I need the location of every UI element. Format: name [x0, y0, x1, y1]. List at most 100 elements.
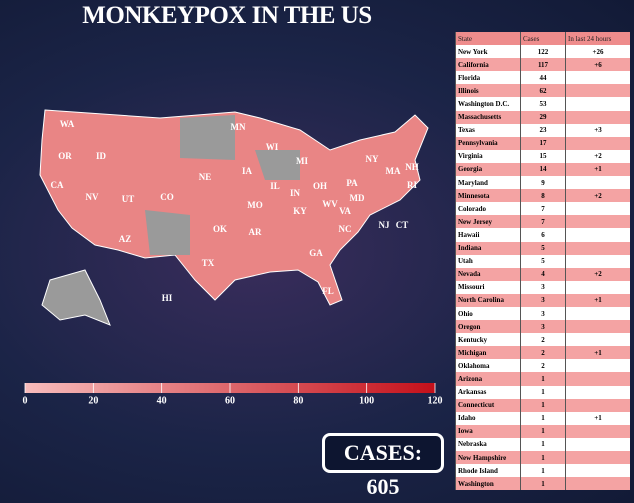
state-cell: Missouri	[455, 280, 521, 294]
state-cell: Nebraska	[455, 437, 521, 451]
table-row: Michigan 2 +1	[455, 346, 630, 360]
cases-cell: 7	[520, 202, 566, 216]
state-cell: Pennsylvania	[455, 136, 521, 150]
title: MONKEYPOX IN THE US	[82, 2, 372, 29]
state-cell: Maryland	[455, 176, 521, 190]
gray-states	[145, 115, 300, 255]
table-row: Rhode Island 1	[455, 464, 630, 478]
legend-tick-label: 40	[157, 395, 167, 406]
table-row: Missouri 3	[455, 280, 630, 294]
state-cell: Rhode Island	[455, 464, 521, 478]
table-row: Nevada 4 +2	[455, 267, 630, 281]
table-row: Virginia 15 +2	[455, 149, 630, 163]
state-label: MI	[296, 156, 308, 166]
change-cell	[565, 280, 630, 294]
state-label: IL	[270, 181, 280, 191]
table-row: New Jersey 7	[455, 215, 630, 229]
cases-cell: 9	[520, 176, 566, 190]
table-row: Oregon 3	[455, 320, 630, 334]
change-cell	[565, 176, 630, 190]
map: WA OR ID CA NV UT CO AZ MN WI MI IA NE IL IN OH PA NY MO OK…	[23, 110, 435, 406]
legend-tick-label: 0	[23, 395, 28, 406]
change-cell	[565, 71, 630, 85]
cases-cell: 17	[520, 136, 566, 150]
state-label: OH	[313, 181, 327, 191]
cases-cell: 62	[520, 84, 566, 98]
state-cell: Minnesota	[455, 189, 521, 203]
state-label: NH	[405, 162, 419, 172]
state-cell: Connecticut	[455, 398, 521, 412]
state-cell: Ohio	[455, 306, 521, 321]
state-cell: Washington	[455, 477, 521, 491]
change-cell	[565, 97, 630, 111]
state-cell: Georgia	[455, 162, 521, 177]
table-row: New York 122 +26	[455, 45, 630, 59]
state-label: OR	[58, 151, 72, 161]
change-cell	[565, 241, 630, 255]
state-cell: California	[455, 58, 521, 72]
cases-table: State Cases In last 24 hours New York 122…	[455, 32, 630, 491]
change-cell	[565, 451, 630, 465]
state-label: IA	[242, 166, 253, 176]
change-cell	[565, 385, 630, 399]
table-row: Georgia 14 +1	[455, 162, 630, 177]
change-cell: +3	[565, 123, 630, 137]
table-row: California 117 +6	[455, 58, 630, 72]
state-label: MA	[386, 166, 401, 176]
cases-cell: 3	[520, 320, 566, 334]
change-cell	[565, 84, 630, 98]
state-cell: New Jersey	[455, 215, 521, 229]
legend-tick-label: 80	[293, 395, 303, 406]
header-cell: Cases	[520, 32, 566, 46]
state-label: HI	[162, 293, 173, 303]
state-label: IN	[290, 188, 301, 198]
state-label: WI	[266, 142, 279, 152]
state-label: UT	[122, 194, 135, 204]
state-cell: Florida	[455, 71, 521, 85]
alaska	[41, 269, 111, 326]
table-header: State Cases In last 24 hours	[455, 32, 630, 46]
header-cell: In last 24 hours	[565, 32, 630, 46]
state-label: MO	[247, 200, 263, 210]
cases-cell: 5	[520, 254, 566, 268]
table-row: Washington D.C. 53	[455, 97, 630, 111]
table-row: Pennsylvania 17	[455, 136, 630, 150]
cases-cell: 3	[520, 306, 566, 321]
cases-cell: 8	[520, 189, 566, 203]
cases-cell: 5	[520, 241, 566, 255]
table-row: Florida 44	[455, 71, 630, 85]
table-row: Arizona 1	[455, 372, 630, 386]
table-row: Hawaii 6	[455, 228, 630, 242]
change-cell: +1	[565, 411, 630, 425]
legend-tick-label: 20	[88, 395, 98, 406]
state-label: OK	[213, 224, 227, 234]
table-row: Indiana 5	[455, 241, 630, 255]
cases-cell: 122	[520, 45, 566, 59]
cases-cell: 3	[520, 280, 566, 294]
state-cell: New York	[455, 45, 521, 59]
table-row: Illinois 62	[455, 84, 630, 98]
state-label: CT	[396, 220, 409, 230]
change-cell: +2	[565, 267, 630, 281]
state-cell: North Carolina	[455, 293, 521, 307]
state-cell: Nevada	[455, 267, 521, 281]
cases-cell: 1	[520, 372, 566, 386]
state-cell: Arkansas	[455, 385, 521, 399]
header-cell: State	[455, 32, 521, 46]
table-row: Kentucky 2	[455, 333, 630, 347]
state-cell: Kentucky	[455, 333, 521, 347]
cases-cell: 1	[520, 385, 566, 399]
state-label: NV	[86, 192, 99, 202]
cases-cell: 2	[520, 333, 566, 347]
state-label: NE	[199, 172, 212, 182]
state-label: ID	[96, 151, 107, 161]
change-cell	[565, 110, 630, 124]
change-cell: +2	[565, 189, 630, 203]
cases-cell: 6	[520, 228, 566, 242]
cases-cell: 1	[520, 451, 566, 465]
change-cell	[565, 372, 630, 386]
table-row: Massachusetts 29	[455, 110, 630, 124]
state-label: WV	[322, 199, 338, 209]
state-cell: Illinois	[455, 84, 521, 98]
